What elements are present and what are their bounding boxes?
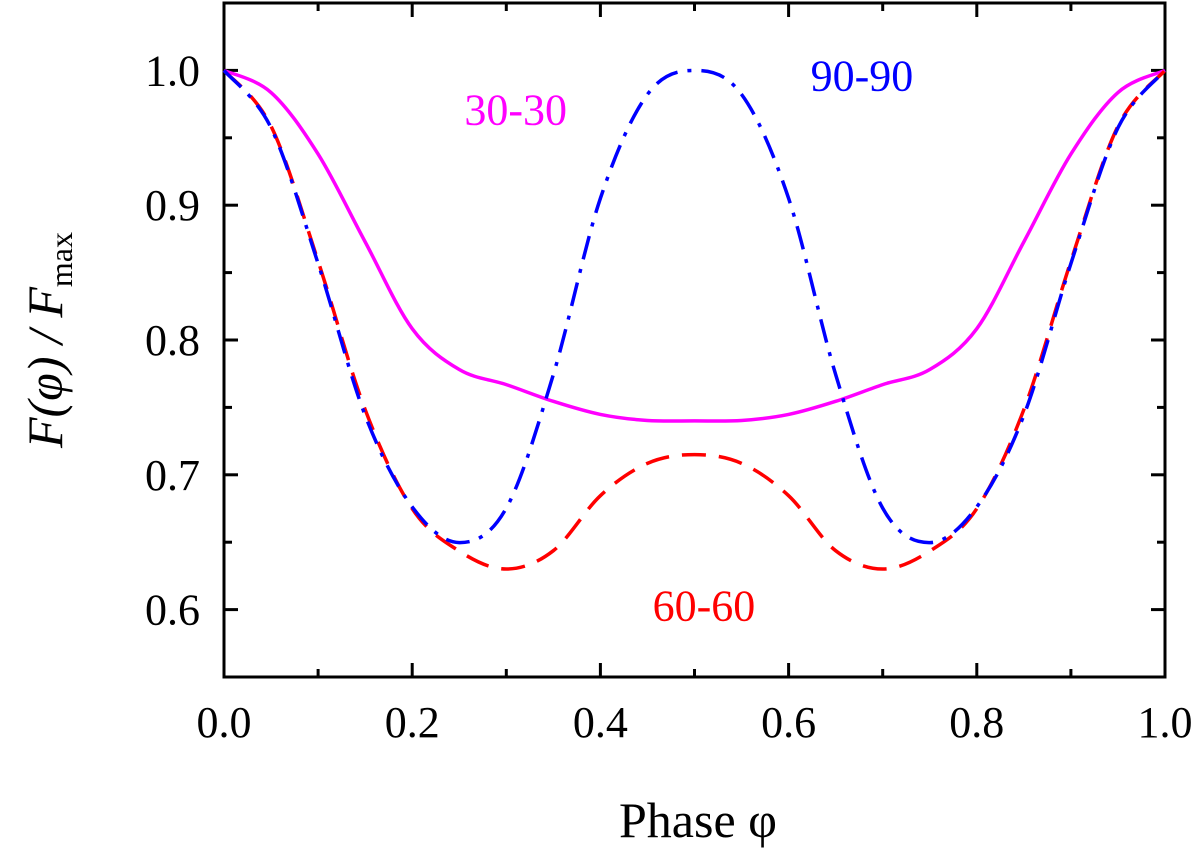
svg-text:F(φ) / Fmax: F(φ) / Fmax (17, 232, 79, 449)
series-label-30-30: 30-30 (464, 85, 567, 134)
series-label-60-60: 60-60 (653, 581, 756, 630)
y-tick-label: 1.0 (145, 46, 200, 95)
x-axis-title: Phase φ (619, 792, 777, 848)
y-tick-label: 0.8 (145, 316, 200, 365)
x-tick-label: 0.6 (761, 698, 816, 747)
series-labels: 30-30 60-60 90-90 (464, 52, 913, 631)
series-label-90-90: 90-90 (811, 52, 914, 101)
plot-frame (222, 1, 1167, 679)
y-tick-label: 0.9 (145, 181, 200, 230)
tick-labels: 0.0 0.2 0.4 0.6 0.8 1.0 0.6 0.7 0.8 0.9 1.0 (145, 46, 1193, 747)
x-tick-label: 0.8 (949, 698, 1004, 747)
y-axis-title: F(φ) / Fmax (17, 232, 79, 449)
series-group (222, 68, 1167, 571)
y-tick-label: 0.6 (145, 586, 200, 635)
x-tick-label: 0.0 (197, 698, 252, 747)
y-axis-title-sub: max (43, 232, 79, 287)
y-tick-label: 0.7 (145, 451, 200, 500)
x-tick-label: 1.0 (1138, 698, 1193, 747)
x-tick-label: 0.4 (573, 698, 628, 747)
y-axis-title-main: F(φ) / F (17, 287, 73, 449)
axis-ticks (222, 3, 1167, 677)
series-line-60-60 (222, 69, 1167, 571)
series-line-90-90 (222, 68, 1167, 545)
series-line-30-30 (223, 68, 1166, 423)
x-tick-label: 0.2 (385, 698, 440, 747)
